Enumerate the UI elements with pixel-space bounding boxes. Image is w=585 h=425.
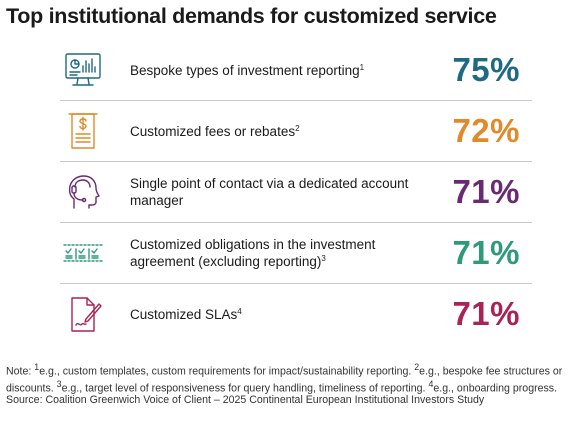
list-item: Single point of contact via a dedicated …	[60, 162, 532, 223]
item-value: 71%	[452, 173, 520, 210]
headset-person-icon	[63, 172, 103, 212]
demand-list: Bespoke types of investment reporting1 7…	[60, 40, 532, 344]
reporting-dashboard-icon	[63, 50, 103, 90]
item-label: Single point of contact via a dedicated …	[130, 176, 409, 208]
item-label: Customized fees or rebates2	[130, 123, 300, 139]
contract-pen-icon	[63, 294, 103, 334]
item-value: 72%	[452, 112, 520, 149]
item-label: Customized SLAs4	[130, 306, 242, 322]
list-item: Customized obligations in the investment…	[60, 223, 532, 284]
footnotes: Note: 1e.g., custom templates, custom re…	[6, 361, 584, 407]
list-item: Customized SLAs4 71%	[60, 284, 532, 344]
item-label: Bespoke types of investment reporting1	[130, 62, 365, 78]
source-note: Source: Coalition Greenwich Voice of Cli…	[6, 394, 485, 407]
item-value: 71%	[452, 234, 520, 271]
item-value: 75%	[452, 51, 520, 88]
checklist-icon	[63, 233, 103, 273]
list-item: Bespoke types of investment reporting1 7…	[60, 40, 532, 101]
list-item: Customized fees or rebates2 72%	[60, 101, 532, 162]
item-label: Customized obligations in the investment…	[130, 237, 376, 269]
invoice-icon	[63, 111, 103, 151]
page-title: Top institutional demands for customized…	[6, 4, 497, 28]
item-value: 71%	[452, 295, 520, 332]
